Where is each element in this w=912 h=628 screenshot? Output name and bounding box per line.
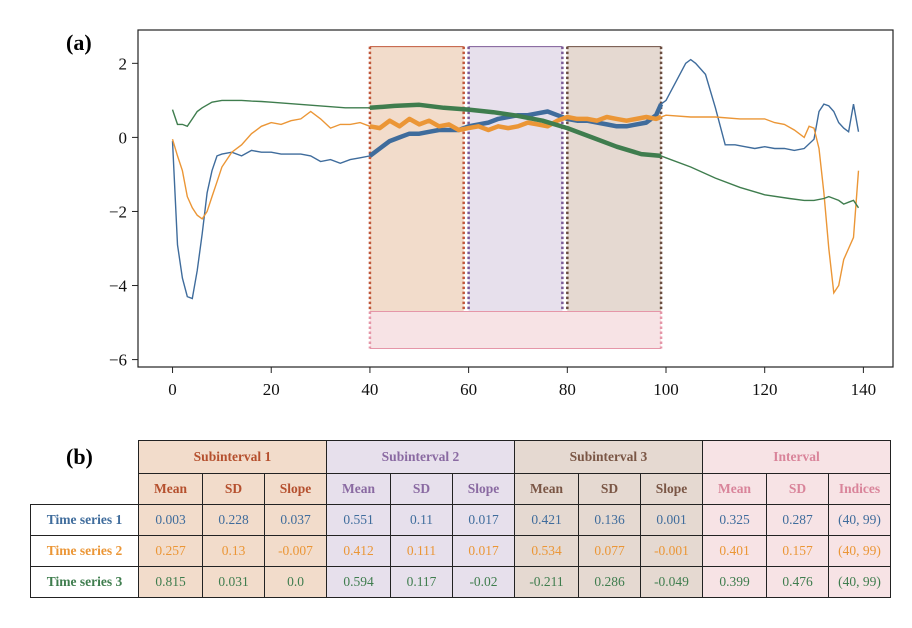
table-group-header: Subinterval 2 [326,440,515,474]
table-cell: 0.003 [138,504,203,536]
table-subheader-row: Mean SD Slope Mean SD Slope Mean SD Slope Mean SD I… [31,473,891,505]
x-tick-label: 100 [653,380,679,399]
table-cell: 0.287 [766,504,829,536]
table-cell: 0.476 [766,566,829,598]
table-row-label: Time series 2 [30,535,139,567]
table-cell: -0.02 [452,566,515,598]
table-group-header: Interval [702,440,891,474]
table-cell: -0.211 [514,566,579,598]
table-cell: 0.111 [390,535,453,567]
y-tick-label: −6 [109,351,127,370]
table-cell: -0.049 [640,566,703,598]
subinterval-1-band [369,46,464,312]
series3-highlight-line [369,102,662,159]
table-corner-blank [31,474,139,505]
y-tick-label: −4 [109,277,128,296]
table-subheader: SD [202,473,265,505]
table-cell: 0.13 [202,535,265,567]
interval-band [369,311,662,349]
table-cell: 0.0 [264,566,327,598]
y-tick-label: 0 [119,128,128,147]
table-subheader: SD [578,473,641,505]
table-cell: 0.325 [702,504,767,536]
table-cell: 0.594 [326,566,391,598]
table-group-header: Subinterval 1 [138,440,327,474]
table-cell: 0.286 [578,566,641,598]
table-cell: 0.401 [702,535,767,567]
table-cell: 0.815 [138,566,203,598]
y-tick-label: −2 [109,202,127,221]
x-tick-label: 80 [559,380,576,399]
table-corner-blank [31,441,139,474]
table-subheader: Mean [326,473,391,505]
table-row: Time series 1 0.003 0.228 0.037 0.551 0.11 0.0… [30,504,891,536]
table-cell: 0.11 [390,504,453,536]
table-cell: 0.421 [514,504,579,536]
table-cell: 0.001 [640,504,703,536]
table-cell: 0.136 [578,504,641,536]
table-subheader: Mean [138,473,203,505]
table-cell: 0.117 [390,566,453,598]
table-cell: 0.037 [264,504,327,536]
x-tick-label: 120 [752,380,778,399]
x-tick-label: 40 [361,380,378,399]
table-cell: 0.017 [452,504,515,536]
table-cell: (40, 99) [828,566,891,598]
table-cell: 0.257 [138,535,203,567]
table-group-header: Subinterval 3 [514,440,703,474]
table-subheader: Indices [828,473,891,505]
table-cell: 0.551 [326,504,391,536]
table-subheader: Slope [264,473,327,505]
table-cell: 0.399 [702,566,767,598]
table-subheader: Slope [640,473,703,505]
plot-frame [137,29,894,368]
x-tick-label: 140 [851,380,877,399]
table-row-label: Time series 1 [30,504,139,536]
table-subheader: Slope [452,473,515,505]
table-row: Time series 3 0.815 0.031 0.0 0.594 0.117 -0.0… [30,566,891,598]
table-cell: 0.157 [766,535,829,567]
x-tick-label: 20 [263,380,280,399]
table-cell: -0.007 [264,535,327,567]
table-cell: 0.228 [202,504,265,536]
y-tick-label: 2 [119,54,128,73]
subinterval-3-band [567,46,662,312]
panel-b-label: (b) [66,444,93,469]
table-subheader: SD [766,473,829,505]
subinterval-2-band [468,46,563,312]
table-cell: (40, 99) [828,504,891,536]
table-cell: 0.031 [202,566,265,598]
table-cell: (40, 99) [828,535,891,567]
table-cell: 0.534 [514,535,579,567]
table-row: Time series 2 0.257 0.13 -0.007 0.412 0.111 0.… [30,535,891,567]
table-subheader: SD [390,473,453,505]
x-tick-label: 60 [460,380,477,399]
table-row-label: Time series 3 [30,566,139,598]
x-tick-label: 0 [168,380,177,399]
table-subheader: Mean [702,473,767,505]
table-subheader: Mean [514,473,579,505]
series2-highlight-line [369,114,662,133]
table-cell: 0.412 [326,535,391,567]
table-cell: -0.001 [640,535,703,567]
table-cell: 0.017 [452,535,515,567]
panel-a-label: (a) [66,30,92,55]
table-cell: 0.077 [578,535,641,567]
